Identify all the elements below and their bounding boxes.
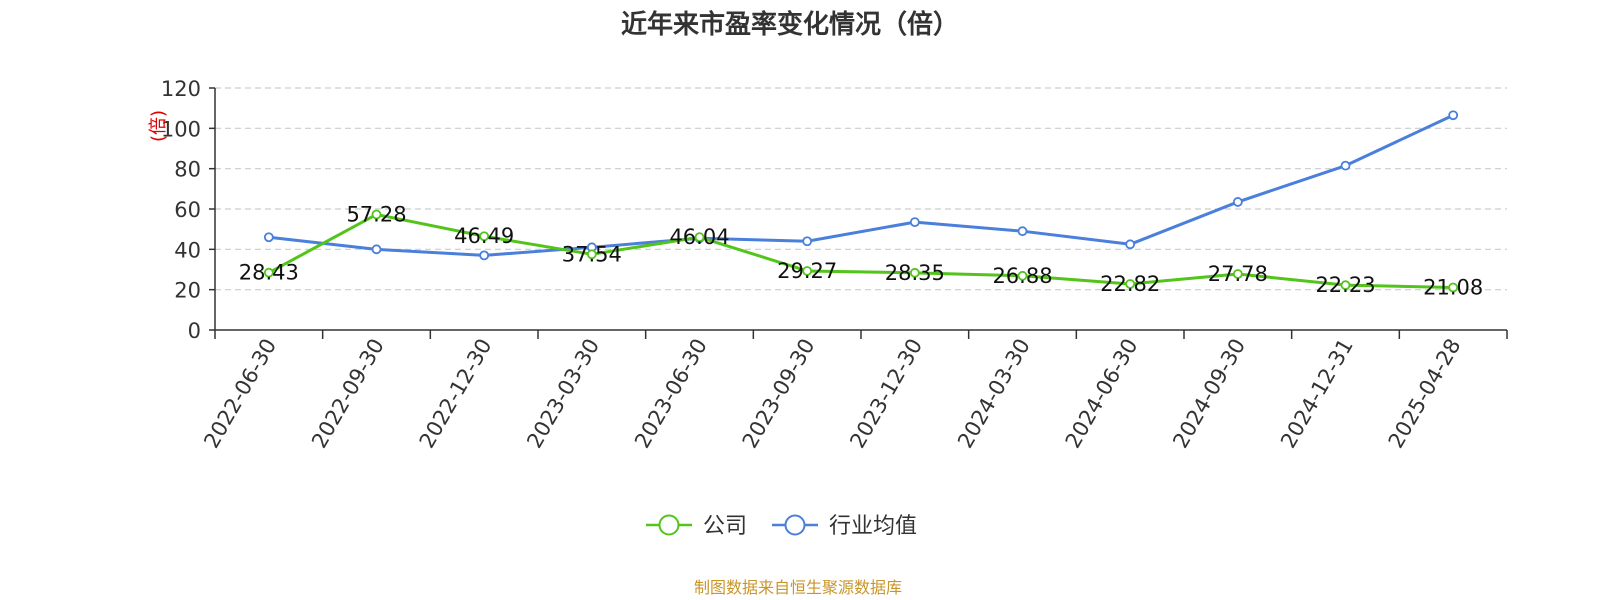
data-point-company — [371, 209, 382, 220]
data-point-industry — [1232, 197, 1243, 207]
data-label: 28.35 — [885, 261, 945, 285]
data-label: 22.23 — [1315, 273, 1375, 297]
y-tick-label: 40 — [174, 238, 201, 262]
data-point-company — [1017, 270, 1028, 281]
data-point-industry — [1017, 226, 1028, 237]
data-point-industry — [1340, 160, 1351, 171]
series-layer — [263, 110, 1459, 293]
x-tick-label: 2023-09-30 — [738, 335, 820, 453]
legend-marker-icon — [784, 514, 806, 536]
data-point-industry — [263, 232, 274, 243]
y-tick-label: 0 — [188, 319, 201, 343]
data-point-company — [909, 267, 920, 278]
legend: 公司 行业均值 — [646, 514, 917, 539]
y-axis-label: (倍) — [148, 110, 169, 142]
legend-item-company[interactable]: 公司 — [646, 514, 747, 539]
data-point-industry — [1448, 110, 1459, 121]
data-point-company — [1448, 282, 1459, 293]
legend-label: 行业均值 — [829, 514, 917, 539]
series-line-company — [268, 212, 1454, 289]
x-tick-label: 2024-06-30 — [1061, 335, 1143, 453]
legend-label: 公司 — [703, 514, 747, 539]
data-label: 26.88 — [992, 264, 1052, 288]
x-tick-label: 2024-12-31 — [1276, 335, 1358, 453]
legend-marker-icon — [658, 514, 680, 536]
data-label: 46.49 — [454, 224, 514, 248]
data-point-company — [802, 266, 813, 276]
data-label: 46.04 — [669, 225, 729, 249]
x-tick-label: 2022-12-30 — [415, 335, 497, 453]
data-point-company — [263, 267, 274, 278]
data-point-industry — [909, 217, 920, 228]
y-tick-label: 80 — [174, 158, 201, 182]
data-label: 29.27 — [777, 259, 837, 283]
x-tick-label: 2024-09-30 — [1168, 335, 1250, 453]
y-tick-label: 20 — [174, 279, 201, 303]
data-point-company — [1125, 279, 1136, 289]
data-point-industry — [802, 236, 813, 247]
data-point-company — [694, 232, 705, 243]
data-label: 22.82 — [1100, 272, 1160, 296]
data-point-company — [1232, 269, 1243, 279]
data-point-industry — [371, 244, 382, 255]
x-tick-label: 2025-04-28 — [1384, 335, 1466, 453]
legend-item-industry[interactable]: 行业均值 — [772, 514, 917, 539]
x-tick-label: 2023-06-30 — [630, 335, 712, 453]
source-note: 制图数据来自恒生聚源数据库 — [694, 578, 902, 597]
data-label: 57.28 — [346, 202, 406, 226]
data-label: 21.08 — [1423, 275, 1483, 299]
data-point-industry — [1125, 239, 1136, 250]
grid-layer — [215, 87, 1507, 291]
y-tick-label: 60 — [174, 198, 201, 222]
y-tick-label: 100 — [161, 117, 201, 141]
x-tick-label: 2022-06-30 — [199, 335, 281, 453]
data-point-industry — [479, 250, 490, 261]
data-label: 27.78 — [1208, 262, 1268, 286]
chart-title: 近年来市盈率变化情况（倍） — [621, 9, 959, 40]
data-label: 28.43 — [239, 261, 299, 285]
data-point-company — [586, 249, 597, 260]
y-tick-label: 120 — [161, 77, 201, 101]
data-label-layer: 28.43 57.28 46.49 37.54 46.04 29.27 28.35 26.88… — [239, 202, 1483, 299]
x-tick-label: 2024-03-30 — [953, 335, 1035, 453]
x-tick-label: 2023-03-30 — [522, 335, 604, 453]
x-tick-label: 2023-12-30 — [845, 335, 927, 453]
data-point-company — [479, 231, 490, 242]
data-point-company — [1340, 280, 1351, 291]
x-tick-label: 2022-09-30 — [307, 335, 389, 453]
series-line-industry — [268, 113, 1454, 257]
data-label: 37.54 — [562, 242, 622, 266]
